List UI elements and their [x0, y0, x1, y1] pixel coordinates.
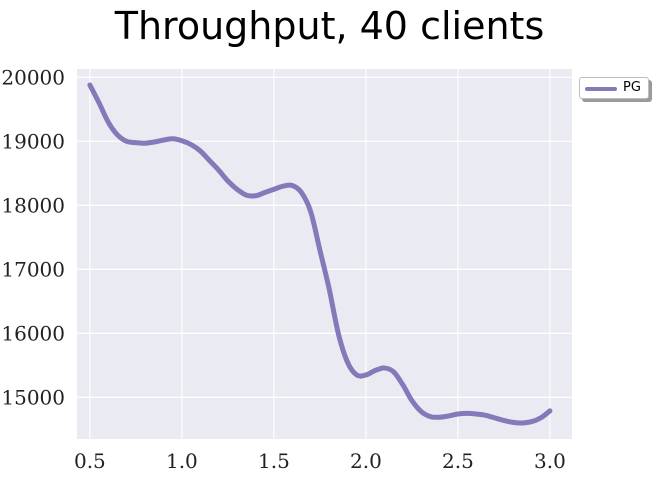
y-tick-label: 18000 [1, 193, 65, 217]
y-tick-label: 17000 [1, 257, 65, 281]
x-tick-label: 2.5 [442, 449, 474, 473]
x-tick-label: 1.0 [166, 449, 198, 473]
x-tick-label: 0.5 [74, 449, 106, 473]
x-tick-label: 2.0 [350, 449, 382, 473]
legend-label-pg: PG [623, 80, 641, 95]
tick-labels: 0.5 1.0 1.5 2.0 2.5 3.0 15000 16000 17000 18000 19… [1, 65, 565, 473]
plot-area [77, 69, 572, 439]
y-tick-label: 20000 [1, 65, 65, 89]
y-tick-label: 15000 [1, 385, 65, 409]
y-tick-label: 16000 [1, 321, 65, 345]
y-tick-label: 19000 [1, 129, 65, 153]
legend: PG [579, 77, 649, 99]
x-tick-label: 1.5 [258, 449, 290, 473]
chart-title: Throughput, 40 clients [114, 4, 545, 48]
legend-swatch-pg [585, 87, 617, 91]
grid-lines [77, 69, 572, 439]
series-layer [87, 82, 553, 426]
series-line-pg [87, 82, 553, 426]
x-tick-label: 3.0 [534, 449, 566, 473]
